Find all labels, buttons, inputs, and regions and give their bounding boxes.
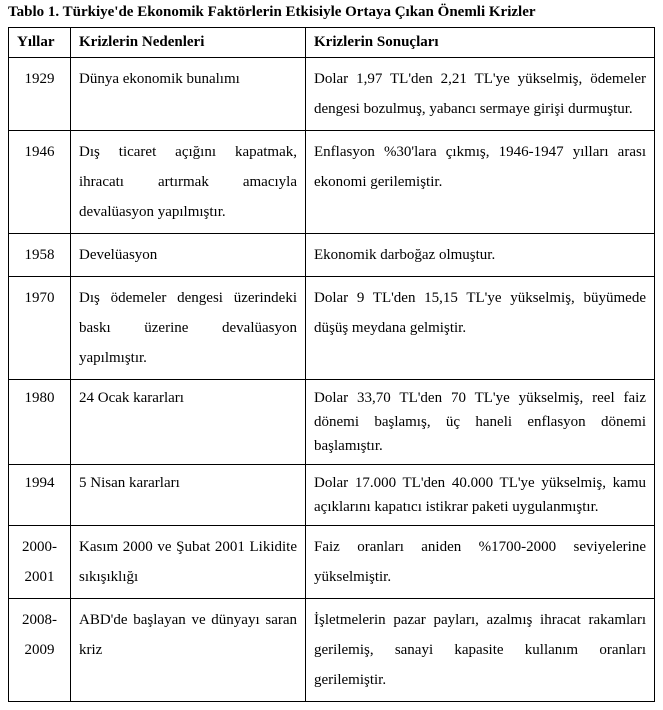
cell-result: Ekonomik darboğaz olmuştur. bbox=[306, 234, 655, 277]
cell-cause: Dış ticaret açığını kapatmak, ihracatı a… bbox=[71, 131, 306, 234]
table-row: 1958 Develüasyon Ekonomik darboğaz olmuş… bbox=[9, 234, 655, 277]
cell-result: Dolar 33,70 TL'den 70 TL'ye yükselmiş, r… bbox=[306, 380, 655, 465]
cell-result: Dolar 1,97 TL'den 2,21 TL'ye yükselmiş, … bbox=[306, 58, 655, 131]
cell-result: Faiz oranları aniden %1700-2000 seviyele… bbox=[306, 526, 655, 599]
col-header-year: Yıllar bbox=[9, 28, 71, 58]
table-row: 1946 Dış ticaret açığını kapatmak, ihrac… bbox=[9, 131, 655, 234]
cell-cause: Develüasyon bbox=[71, 234, 306, 277]
cell-result: İşletmelerin pazar payları, azalmış ihra… bbox=[306, 599, 655, 702]
table-row: 2008-2009 ABD'de başlayan ve dünyayı sar… bbox=[9, 599, 655, 702]
cell-result: Dolar 9 TL'den 15,15 TL'ye yükselmiş, bü… bbox=[306, 277, 655, 380]
cell-year: 1958 bbox=[9, 234, 71, 277]
cell-year: 1980 bbox=[9, 380, 71, 465]
cell-year: 1946 bbox=[9, 131, 71, 234]
cell-cause: Kasım 2000 ve Şubat 2001 Likidite sıkışı… bbox=[71, 526, 306, 599]
cell-cause: Dış ödemeler dengesi üzerindeki baskı üz… bbox=[71, 277, 306, 380]
cell-cause: 5 Nisan kararları bbox=[71, 465, 306, 526]
cell-cause: ABD'de başlayan ve dünyayı saran kriz bbox=[71, 599, 306, 702]
cell-result: Dolar 17.000 TL'den 40.000 TL'ye yükselm… bbox=[306, 465, 655, 526]
table-row: 1980 24 Ocak kararları Dolar 33,70 TL'de… bbox=[9, 380, 655, 465]
table-caption: Tablo 1. Türkiye'de Ekonomik Faktörlerin… bbox=[8, 4, 655, 21]
col-header-cause: Krizlerin Nedenleri bbox=[71, 28, 306, 58]
cell-year: 2000-2001 bbox=[9, 526, 71, 599]
cell-cause: 24 Ocak kararları bbox=[71, 380, 306, 465]
table-row: 2000-2001 Kasım 2000 ve Şubat 2001 Likid… bbox=[9, 526, 655, 599]
col-header-result: Krizlerin Sonuçları bbox=[306, 28, 655, 58]
table-row: 1994 5 Nisan kararları Dolar 17.000 TL'd… bbox=[9, 465, 655, 526]
cell-year: 2008-2009 bbox=[9, 599, 71, 702]
crisis-table: Yıllar Krizlerin Nedenleri Krizlerin Son… bbox=[8, 27, 655, 702]
cell-year: 1994 bbox=[9, 465, 71, 526]
page-container: Tablo 1. Türkiye'de Ekonomik Faktörlerin… bbox=[0, 0, 663, 710]
cell-year: 1929 bbox=[9, 58, 71, 131]
cell-result: Enflasyon %30'lara çıkmış, 1946-1947 yıl… bbox=[306, 131, 655, 234]
cell-year: 1970 bbox=[9, 277, 71, 380]
table-row: 1970 Dış ödemeler dengesi üzerindeki bas… bbox=[9, 277, 655, 380]
cell-cause: Dünya ekonomik bunalımı bbox=[71, 58, 306, 131]
table-row: 1929 Dünya ekonomik bunalımı Dolar 1,97 … bbox=[9, 58, 655, 131]
table-header-row: Yıllar Krizlerin Nedenleri Krizlerin Son… bbox=[9, 28, 655, 58]
